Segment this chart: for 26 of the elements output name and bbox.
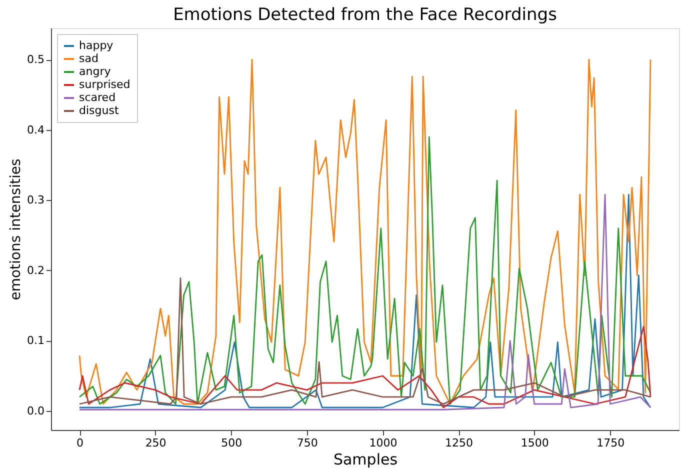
- x-tick-label: 1250: [445, 436, 474, 450]
- x-tick-label: 750: [296, 436, 318, 450]
- legend-label: disgust: [79, 104, 120, 117]
- legend-label: surprised: [79, 78, 130, 91]
- y-tick-label: 0.3: [27, 194, 44, 207]
- y-tick-label: 0.2: [27, 264, 44, 277]
- y-tick-label: 0.4: [27, 123, 44, 136]
- chart-title: Emotions Detected from the Face Recordings: [173, 5, 558, 25]
- x-tick-label: 1750: [596, 436, 625, 450]
- legend-label: scared: [79, 91, 116, 104]
- x-tick-label: 1500: [520, 436, 549, 450]
- legend-label: happy: [79, 39, 114, 52]
- y-tick-label: 0.5: [27, 53, 44, 66]
- x-axis-title: Samples: [333, 450, 398, 468]
- legend-label: angry: [79, 65, 112, 78]
- y-tick-label: 0.0: [27, 404, 44, 418]
- y-tick-label: 0.1: [27, 334, 44, 348]
- legend-label: sad: [79, 52, 98, 65]
- line-series: [78, 326, 652, 408]
- x-tick-label: 0: [76, 436, 84, 450]
- x-tick-label: 500: [221, 436, 242, 450]
- line-series: [78, 277, 652, 405]
- y-axis-title: emotions intensities: [8, 158, 24, 300]
- line-series: [78, 136, 652, 405]
- x-tick-label: 250: [145, 436, 166, 450]
- x-tick-label: 1000: [369, 436, 398, 450]
